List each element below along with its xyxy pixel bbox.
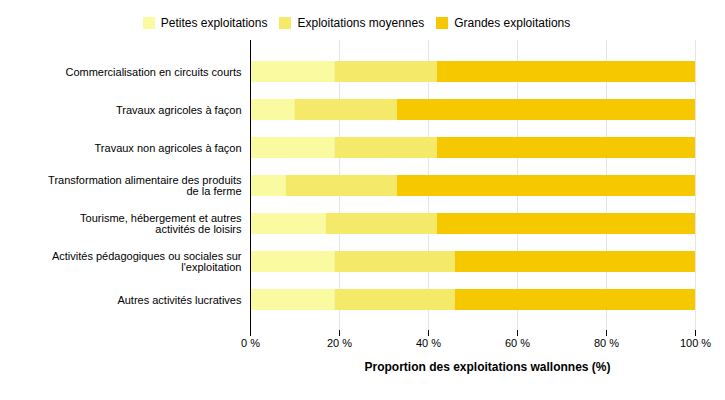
svg-text:20 %: 20 % [327, 337, 352, 349]
svg-text:0 %: 0 % [241, 337, 260, 349]
svg-text:Travaux non agricoles à façon: Travaux non agricoles à façon [95, 142, 242, 154]
svg-text:Activités pédagogiques ou soci: Activités pédagogiques ou sociales surl'… [52, 250, 242, 273]
svg-text:Autres activités lucratives: Autres activités lucratives [117, 294, 242, 306]
html-text:Grandes exploitations: Grandes exploitations [454, 15, 571, 30]
html-text:Proportion des exploitations w: Proportion des exploitations wallonnes (… [364, 360, 611, 374]
svg-text:Commercialisation en circuits: Commercialisation en circuits courts [65, 66, 242, 78]
html-text:Exploitations moyennes: Exploitations moyennes [297, 15, 425, 30]
svg-text:Tourisme, hébergement et autre: Tourisme, hébergement et autresactivités… [80, 212, 242, 235]
svg-text:80 %: 80 % [594, 337, 619, 349]
svg-text:60 %: 60 % [505, 337, 530, 349]
svg-text:Travaux agricoles à façon: Travaux agricoles à façon [116, 104, 242, 116]
svg-text:40 %: 40 % [416, 337, 441, 349]
html-text:Petites exploitations: Petites exploitations [160, 15, 268, 30]
svg-text:Transformation alimentaire des: Transformation alimentaire des produitsd… [48, 174, 242, 197]
svg-text:100 %: 100 % [680, 337, 711, 349]
